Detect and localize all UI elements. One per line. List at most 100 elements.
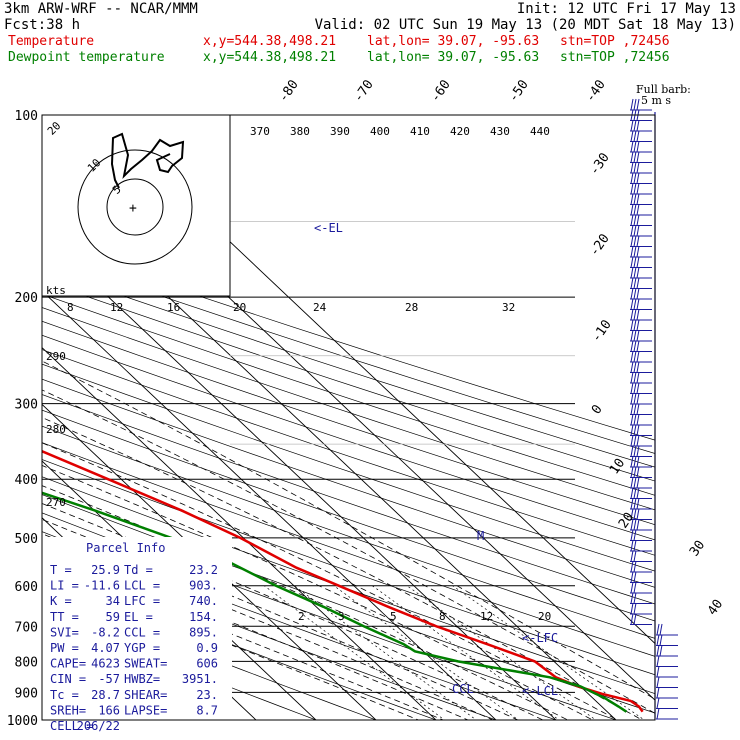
parcel-info-cell: 3951.: [182, 672, 218, 686]
dry-adiabat: [42, 320, 655, 526]
wind-barb-flag: [630, 119, 634, 132]
parcel-info-cell: 34: [106, 594, 120, 608]
moist-adiabat: [42, 569, 420, 720]
parcel-info-cell: CAPE=: [50, 657, 86, 671]
fcst-label: Fcst:: [4, 17, 46, 33]
ccl-annotation: CCL: [452, 682, 474, 696]
wind-barb-flag: [630, 224, 634, 237]
temp-stn: stn=TOP ,72456: [560, 34, 670, 49]
wind-barb-flag: [633, 592, 637, 604]
m-annotation: M: [477, 529, 484, 543]
parcel-info-cell: SVI=: [50, 625, 79, 639]
temp-latlon: lat,lon= 39.07, -95.63: [367, 34, 539, 49]
wind-barb-flag: [636, 445, 640, 457]
moist-adiabat: [42, 360, 655, 700]
dry-adiabat: [42, 349, 655, 556]
wind-barb-flag: [630, 592, 634, 604]
parcel-info-box: Parcel Info T = 25.9 Td = 23.2 LI = -11.6 LCL …: [42, 537, 232, 733]
wind-barb-flag: [636, 130, 640, 142]
wind-barb-flag: [633, 130, 637, 142]
speed-tick-label: 12: [110, 301, 123, 314]
wind-barb-flag: [633, 224, 637, 237]
moist-adiabat: [42, 503, 544, 720]
dry-adiabat: [42, 378, 655, 588]
el-annotation: <-EL: [314, 221, 343, 235]
wind-barb-flag: [633, 193, 637, 205]
dry-adiabat: [42, 591, 378, 720]
speed-tick-label: 24: [313, 301, 327, 314]
wind-barb-flag: [636, 298, 640, 310]
parcel-info-cell: TT =: [50, 610, 79, 624]
theta-tick-label: 400: [370, 125, 390, 138]
isotherm-label: 40: [705, 597, 726, 618]
wind-barb-flag: [633, 256, 637, 268]
model-title: 3km ARW-WRF -- NCAR/MMM: [4, 1, 198, 17]
wind-barb-flag: [636, 287, 640, 300]
init-time: Init: 12 UTC Fri 17 May 13: [517, 1, 736, 17]
dry-adiabat: [42, 242, 655, 441]
isotherm-label: 0: [589, 402, 606, 417]
wind-barb-flag: [633, 308, 637, 321]
wind-barb-flag: [633, 277, 637, 289]
wind-barb-flag: [636, 434, 640, 447]
wind-barb-flag: [656, 697, 660, 709]
wind-barb-flag: [633, 235, 637, 247]
parcel-info-cell: -8.2: [91, 625, 120, 639]
parcel-info-cell: LI =: [50, 579, 79, 593]
parcel-info-cell: LCL =: [124, 579, 160, 593]
wind-barb-flag: [630, 266, 634, 279]
wind-barb-flag: [630, 329, 634, 342]
wind-barb-flag: [633, 455, 637, 468]
mixing-ratio-line: [452, 585, 645, 720]
wind-barb-flag: [656, 644, 660, 657]
wind-barb-flag: [633, 287, 637, 300]
wind-barb-flag: [630, 476, 634, 489]
wind-barb-flag: [659, 644, 663, 657]
dry-adiabat: [42, 409, 655, 622]
dew-stn: stn=TOP ,72456: [560, 50, 670, 65]
wind-barb-flag: [633, 245, 637, 258]
dry-adiabat: [42, 334, 655, 541]
parcel-info-cell: 606: [196, 657, 218, 671]
wind-barb-flag: [630, 214, 634, 226]
mixing-ratio-label: 2: [298, 610, 305, 623]
wind-barb-flag: [636, 497, 640, 510]
wind-barb-flag: [630, 466, 634, 478]
parcel-info-cell: 895.: [189, 625, 218, 639]
wind-barb-flag: [633, 214, 637, 226]
pressure-label-200: 200: [15, 291, 38, 306]
wind-barb-flag: [633, 476, 637, 489]
parcel-info-cell: HWBZ=: [124, 672, 160, 686]
dewpoint-legend: Dewpoint temperature: [8, 50, 165, 65]
parcel-info-cell: 59: [106, 610, 120, 624]
wind-barb-flag: [636, 403, 640, 415]
wind-barb-flag: [630, 298, 634, 310]
theta-left-label: 290: [46, 350, 66, 363]
wind-barb-flag: [630, 455, 634, 468]
wind-barb-flag: [636, 98, 640, 111]
parcel-info-cell: PW =: [50, 641, 79, 655]
isotherm: [0, 102, 30, 733]
wind-barb-flag: [633, 445, 637, 457]
wind-barb-flag: [630, 151, 634, 163]
lcl-annotation: <-LCL: [522, 684, 558, 698]
wind-barb-flag: [633, 182, 637, 195]
hodograph: + 20 10 5 kts: [41, 114, 231, 297]
wind-barb-flag: [633, 98, 637, 111]
wind-barb-flag: [636, 214, 640, 226]
wind-barb-flag: [630, 193, 634, 205]
wind-barb-flag: [630, 256, 634, 268]
wind-barb-flag: [630, 403, 634, 415]
speed-tick-label: 16: [167, 301, 180, 314]
wind-barb-flag: [656, 665, 660, 678]
theta-left-label: 280: [46, 423, 66, 436]
parcel-info-cell: Tc =: [50, 688, 79, 702]
wind-barb-flag: [636, 119, 640, 132]
wind-barb-flag: [630, 434, 634, 447]
moist-adiabat: [42, 485, 569, 720]
isotherm-label: 20: [616, 510, 637, 531]
valid-time: Valid: 02 UTC Sun 19 May 13 (20 MDT Sat …: [315, 17, 736, 33]
parcel-info-cell: -11.6: [84, 579, 120, 593]
wind-barb-flag: [630, 508, 634, 520]
speed-tick-label: 8: [67, 301, 74, 314]
